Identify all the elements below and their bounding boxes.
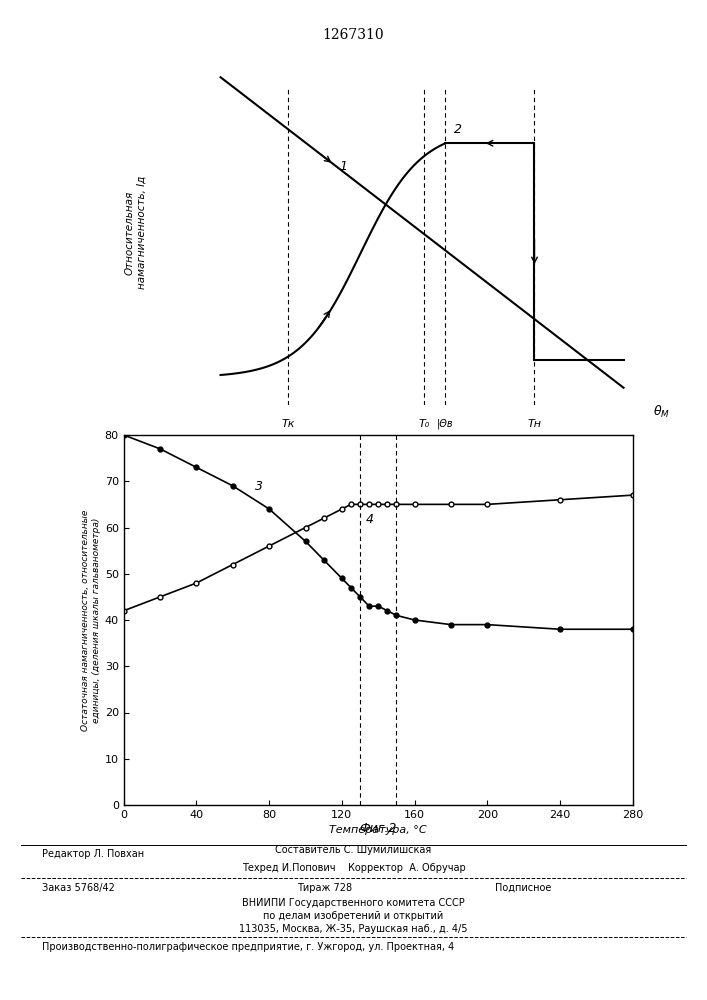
- Text: 113035, Москва, Ж-35, Раушская наб., д. 4/5: 113035, Москва, Ж-35, Раушская наб., д. …: [239, 924, 468, 934]
- Text: Фиг.2: Фиг.2: [359, 822, 397, 835]
- Y-axis label: Остаточная намагниченность, относительные
единицы, (деления шкалы гальванометра): Остаточная намагниченность, относительны…: [81, 509, 100, 731]
- Text: Подписное: Подписное: [495, 883, 551, 893]
- Text: Редактор Л. Повхан: Редактор Л. Повхан: [42, 849, 144, 859]
- Text: 2: 2: [454, 123, 462, 136]
- X-axis label: Температура, °С: Температура, °С: [329, 825, 427, 835]
- Text: по делам изобретений и открытий: по делам изобретений и открытий: [264, 911, 443, 921]
- Text: Фиг.1: Фиг.1: [392, 508, 431, 522]
- Text: Тн: Тн: [527, 419, 542, 429]
- Text: 4: 4: [366, 513, 373, 526]
- Text: Тнс: Тнс: [402, 440, 421, 450]
- Text: Производственно-полиграфическое предприятие, г. Ужгород, ул. Проектная, 4: Производственно-полиграфическое предприя…: [42, 942, 455, 952]
- Text: 1: 1: [339, 160, 347, 173]
- Text: Относительная
намагниченность, Iд: Относительная намагниченность, Iд: [125, 176, 146, 289]
- Text: Температура: Температура: [373, 471, 450, 481]
- Text: ВНИИПИ Государственного комитета СССР: ВНИИПИ Государственного комитета СССР: [242, 898, 465, 908]
- Text: $\theta_M$: $\theta_M$: [653, 404, 670, 420]
- Text: Тк: Тк: [281, 419, 296, 429]
- Text: Тираж 728: Тираж 728: [297, 883, 352, 893]
- Text: Т₀: Т₀: [419, 419, 430, 429]
- Text: 1267310: 1267310: [322, 28, 385, 42]
- Text: 3: 3: [255, 481, 262, 493]
- Text: |Θв: |Θв: [437, 419, 454, 429]
- Text: Заказ 5768/42: Заказ 5768/42: [42, 883, 115, 893]
- Text: Составитель С. Шумилишская: Составитель С. Шумилишская: [275, 845, 432, 855]
- Text: Техред И.Попович    Корректор  А. Обручар: Техред И.Попович Корректор А. Обручар: [242, 863, 465, 873]
